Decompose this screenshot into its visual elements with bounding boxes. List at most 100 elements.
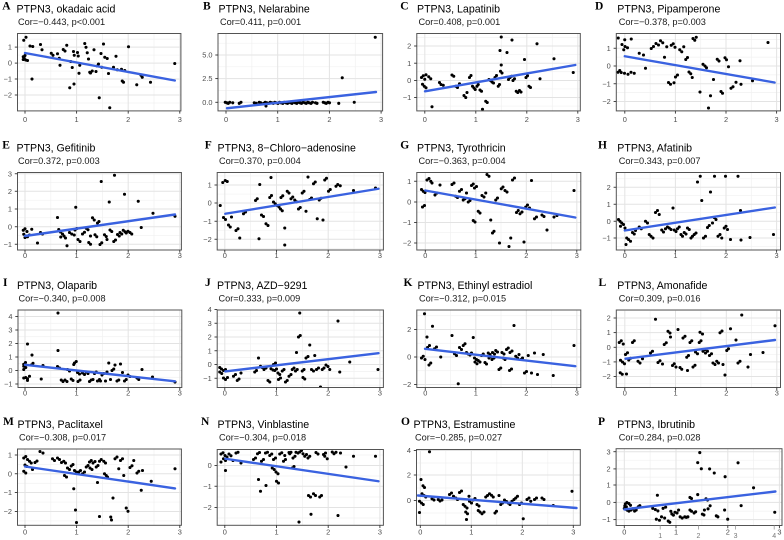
svg-text:3: 3 (8, 169, 12, 178)
svg-text:L: L (599, 277, 607, 289)
svg-text:PTPN3, Paclitaxel: PTPN3, Paclitaxel (18, 419, 103, 431)
svg-text:−2: −2 (403, 380, 411, 389)
svg-text:−1: −1 (602, 358, 610, 367)
svg-text:3: 3 (775, 115, 779, 124)
svg-text:3: 3 (178, 115, 182, 124)
svg-text:1: 1 (407, 177, 411, 186)
svg-text:3: 3 (575, 251, 579, 260)
svg-text:−1: −1 (203, 217, 211, 226)
svg-text:1: 1 (607, 200, 611, 209)
svg-text:0: 0 (407, 353, 411, 362)
svg-text:PTPN3, Nelarabine: PTPN3, Nelarabine (219, 3, 310, 15)
svg-text:−2: −2 (403, 239, 411, 248)
svg-text:1: 1 (8, 353, 12, 362)
svg-text:1: 1 (469, 528, 473, 537)
svg-text:PTPN3, AZD−9291: PTPN3, AZD−9291 (217, 280, 307, 292)
svg-text:−1: −1 (4, 488, 12, 497)
svg-text:−2: −2 (4, 91, 12, 100)
svg-text:J: J (205, 277, 211, 289)
svg-text:−2: −2 (4, 507, 12, 516)
svg-text:2: 2 (726, 528, 730, 537)
svg-text:PTPN3, Pipamperone: PTPN3, Pipamperone (617, 3, 720, 15)
svg-text:1: 1 (474, 251, 478, 260)
svg-text:0: 0 (8, 222, 12, 231)
svg-text:3: 3 (775, 389, 779, 398)
svg-text:N: N (201, 416, 210, 428)
svg-text:0: 0 (407, 198, 411, 207)
svg-text:B: B (203, 1, 211, 13)
svg-text:4: 4 (407, 446, 411, 455)
svg-text:1: 1 (208, 181, 212, 190)
svg-text:1: 1 (673, 251, 677, 260)
svg-text:2: 2 (520, 528, 524, 537)
svg-text:0: 0 (208, 461, 212, 470)
svg-text:1: 1 (673, 115, 677, 124)
svg-text:C: C (400, 1, 408, 13)
svg-text:3: 3 (378, 528, 382, 537)
svg-text:−2: −2 (602, 97, 610, 106)
svg-text:0: 0 (623, 389, 627, 398)
svg-text:PTPN3, Lapatinib: PTPN3, Lapatinib (417, 3, 500, 15)
svg-text:0: 0 (23, 528, 27, 537)
svg-text:1: 1 (75, 115, 79, 124)
svg-text:Cor=−0.285, p=0.027: Cor=−0.285, p=0.027 (415, 433, 502, 443)
svg-text:PTPN3, Estramustine: PTPN3, Estramustine (414, 419, 516, 431)
svg-text:3: 3 (734, 533, 738, 540)
svg-text:Cor=0.370, p=0.004: Cor=0.370, p=0.004 (219, 156, 301, 166)
svg-text:−1: −1 (403, 218, 411, 227)
svg-text:1: 1 (8, 451, 12, 460)
svg-text:2: 2 (606, 465, 610, 474)
svg-text:2: 2 (407, 471, 411, 480)
svg-text:3: 3 (208, 319, 212, 328)
svg-text:1: 1 (474, 389, 478, 398)
svg-text:0: 0 (8, 469, 12, 478)
svg-text:1: 1 (606, 481, 610, 490)
svg-text:3: 3 (178, 389, 182, 398)
svg-text:2: 2 (8, 339, 12, 348)
svg-text:1: 1 (75, 251, 79, 260)
svg-text:0: 0 (208, 360, 212, 369)
svg-text:−1: −1 (602, 515, 610, 524)
svg-text:2: 2 (724, 115, 728, 124)
svg-text:PTPN3, Ethinyl estradiol: PTPN3, Ethinyl estradiol (418, 280, 533, 292)
svg-text:1: 1 (8, 43, 12, 52)
svg-text:1: 1 (75, 528, 79, 537)
svg-text:O: O (401, 416, 410, 428)
svg-text:3: 3 (379, 115, 383, 124)
svg-text:2: 2 (407, 325, 411, 334)
svg-text:G: G (400, 140, 409, 152)
svg-text:Cor=0.372, p=0.003: Cor=0.372, p=0.003 (18, 156, 100, 166)
svg-text:Cor=−0.443, p<0.001: Cor=−0.443, p<0.001 (18, 17, 105, 27)
svg-text:0: 0 (423, 115, 427, 124)
svg-text:3: 3 (575, 389, 579, 398)
svg-text:4: 4 (8, 312, 12, 321)
svg-text:Cor=−0.304, p=0.018: Cor=−0.304, p=0.018 (219, 433, 306, 443)
svg-text:Cor=0.411, p=0.001: Cor=0.411, p=0.001 (220, 17, 301, 27)
svg-text:2: 2 (126, 115, 130, 124)
svg-text:−1: −1 (403, 93, 411, 102)
svg-text:3: 3 (775, 251, 779, 260)
svg-text:2: 2 (126, 528, 130, 537)
svg-text:2: 2 (524, 389, 528, 398)
svg-text:0: 0 (8, 59, 12, 68)
svg-text:−1: −1 (602, 79, 610, 88)
svg-text:Cor=−0.308, p=0.017: Cor=−0.308, p=0.017 (19, 433, 106, 443)
svg-text:3: 3 (178, 528, 182, 537)
svg-text:1: 1 (607, 44, 611, 53)
svg-text:0: 0 (623, 115, 627, 124)
svg-text:PTPN3, okadaic acid: PTPN3, okadaic acid (17, 3, 116, 15)
svg-text:3: 3 (8, 326, 12, 335)
svg-text:0: 0 (224, 115, 228, 124)
svg-text:−1: −1 (203, 374, 211, 383)
svg-text:0: 0 (607, 217, 611, 226)
svg-text:0: 0 (606, 498, 610, 507)
svg-text:2: 2 (326, 528, 330, 537)
svg-text:4: 4 (208, 305, 212, 314)
svg-text:PTPN3, Vinblastine: PTPN3, Vinblastine (218, 419, 310, 431)
svg-text:PTPN3, Ibrutinib: PTPN3, Ibrutinib (617, 419, 695, 431)
svg-text:2: 2 (326, 389, 330, 398)
svg-text:1: 1 (607, 328, 611, 337)
svg-text:PTPN3, Amonafide: PTPN3, Amonafide (617, 280, 707, 292)
svg-text:−2: −2 (602, 372, 610, 381)
svg-text:0: 0 (418, 528, 422, 537)
